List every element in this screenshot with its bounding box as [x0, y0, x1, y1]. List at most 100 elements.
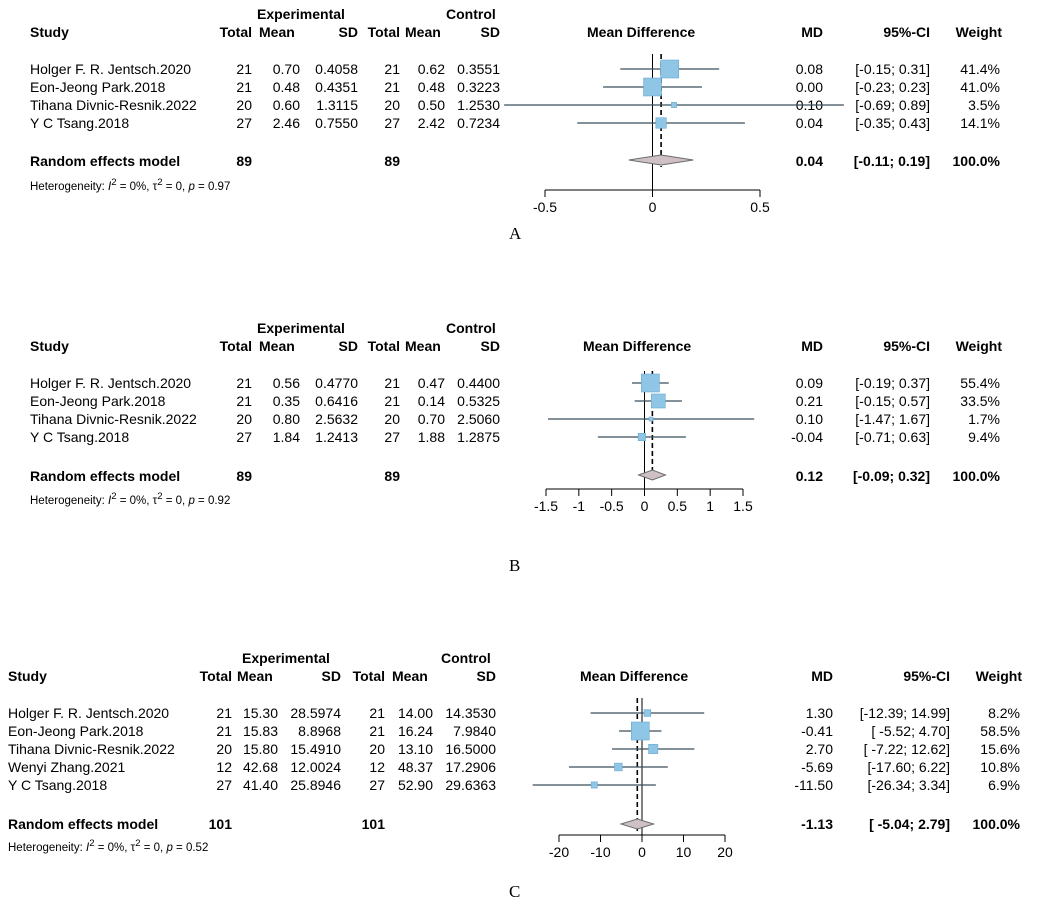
summary-e-total: 101 [208, 816, 232, 832]
study-box [614, 762, 623, 772]
header-e-mean: Mean [259, 24, 295, 40]
e-sd: 0.4351 [315, 79, 358, 95]
header-ci: 95%-CI [903, 668, 950, 684]
study-name: Tihana Divnic-Resnik.2022 [8, 741, 175, 757]
study-box [650, 393, 666, 409]
study-box [643, 77, 662, 97]
study-box [637, 432, 646, 442]
c-mean: 13.10 [397, 741, 433, 757]
c-sd: 0.3551 [457, 61, 500, 77]
ci-value: [-0.19; 0.37] [855, 375, 930, 391]
header-study: Study [30, 24, 69, 40]
c-sd: 1.2875 [457, 429, 500, 445]
ci-value: [-0.15; 0.57] [855, 393, 930, 409]
e-total: 21 [236, 79, 252, 95]
md-value: -11.50 [794, 777, 833, 793]
ci-value: [ -5.52; 4.70] [871, 723, 950, 739]
c-mean: 0.14 [417, 393, 445, 409]
header-c-total: Total [367, 338, 400, 354]
heterogeneity-stats: Heterogeneity: I2 = 0%, τ2 = 0, p = 0.92 [30, 491, 231, 507]
header-md: MD [801, 338, 823, 354]
e-sd: 0.4058 [315, 61, 358, 77]
panel-label: A [509, 224, 522, 243]
e-total: 21 [216, 705, 232, 721]
c-mean: 0.48 [417, 79, 445, 95]
ci-value: [-0.35; 0.43] [855, 115, 930, 131]
header-experimental: Experimental [257, 320, 345, 336]
header-c-total: Total [367, 24, 400, 40]
e-mean: 41.40 [242, 777, 278, 793]
x-axis-tick-label: -20 [549, 844, 569, 860]
weight-value: 8.2% [988, 705, 1020, 721]
panel-label: C [509, 882, 521, 901]
header-e-sd: SD [338, 24, 358, 40]
study-box [655, 117, 667, 129]
e-mean: 0.60 [272, 97, 300, 113]
c-mean: 0.62 [417, 61, 445, 77]
header-ci: 95%-CI [883, 24, 930, 40]
e-total: 20 [236, 411, 252, 427]
x-axis-tick-label: -10 [590, 844, 610, 860]
header-e-total: Total [219, 338, 252, 354]
md-value: 0.00 [795, 79, 823, 95]
heterogeneity-stats: Heterogeneity: I2 = 0%, τ2 = 0, p = 0.97 [30, 177, 231, 193]
c-mean: 0.47 [417, 375, 445, 391]
panel-label: B [509, 556, 521, 575]
e-sd: 12.0024 [290, 759, 341, 775]
panel-c: Experimental Control Study Total Mean SD… [0, 645, 1038, 905]
weight-value: 15.6% [980, 741, 1020, 757]
e-total: 12 [216, 759, 232, 775]
c-sd: 0.3223 [457, 79, 500, 95]
summary-md: 0.12 [795, 468, 823, 484]
header-e-total: Total [219, 24, 252, 40]
header-e-sd: SD [338, 338, 358, 354]
e-sd: 1.3115 [316, 97, 358, 113]
e-total: 27 [216, 777, 232, 793]
header-control: Control [446, 6, 496, 22]
c-total: 21 [384, 79, 400, 95]
x-axis-tick-label: 1 [706, 498, 714, 514]
c-total: 20 [384, 97, 400, 113]
weight-value: 55.4% [960, 375, 1000, 391]
e-mean: 42.68 [242, 759, 278, 775]
e-mean: 2.46 [272, 115, 300, 131]
forest-plot-c: -20 -10 0 10 20 [532, 698, 733, 860]
e-sd: 0.7550 [315, 115, 358, 131]
weight-value: 41.0% [960, 79, 1000, 95]
x-axis-tick-label: -1.5 [534, 498, 558, 514]
study-name: Tihana Divnic-Resnik.2022 [30, 97, 197, 113]
x-axis-tick-label: 0.5 [668, 498, 688, 514]
e-sd: 0.4770 [315, 375, 358, 391]
e-sd: 15.4910 [290, 741, 341, 757]
forest-plot-a: -0.5 0 0.5 [504, 54, 844, 215]
c-sd: 0.4400 [457, 375, 500, 391]
study-name: Tihana Divnic-Resnik.2022 [30, 411, 197, 427]
study-name: Wenyi Zhang.2021 [8, 759, 126, 775]
header-c-total: Total [352, 668, 385, 684]
md-value: -5.69 [801, 759, 833, 775]
x-axis-tick-label: -0.5 [533, 199, 557, 215]
header-e-mean: Mean [259, 338, 295, 354]
e-mean: 15.83 [242, 723, 278, 739]
study-name: Eon-Jeong Park.2018 [30, 79, 166, 95]
ci-value: [-0.15; 0.31] [855, 61, 930, 77]
header-c-mean: Mean [392, 668, 428, 684]
ci-value: [ -7.22; 12.62] [863, 741, 950, 757]
c-total: 21 [384, 375, 400, 391]
ci-value: [-0.71; 0.63] [855, 429, 930, 445]
summary-md: -1.13 [801, 816, 833, 832]
study-box [630, 721, 650, 741]
e-total: 20 [236, 97, 252, 113]
c-sd: 0.5325 [457, 393, 500, 409]
header-md: MD [811, 668, 833, 684]
summary-c-total: 89 [384, 468, 400, 484]
c-mean: 52.90 [397, 777, 433, 793]
header-mean-difference: Mean Difference [587, 24, 696, 40]
header-c-mean: Mean [405, 24, 441, 40]
c-total: 20 [369, 741, 385, 757]
weight-value: 41.4% [960, 61, 1000, 77]
study-name: Holger F. R. Jentsch.2020 [8, 705, 170, 721]
header-study: Study [8, 668, 47, 684]
weight-value: 10.8% [980, 759, 1020, 775]
weight-value: 14.1% [960, 115, 1000, 131]
